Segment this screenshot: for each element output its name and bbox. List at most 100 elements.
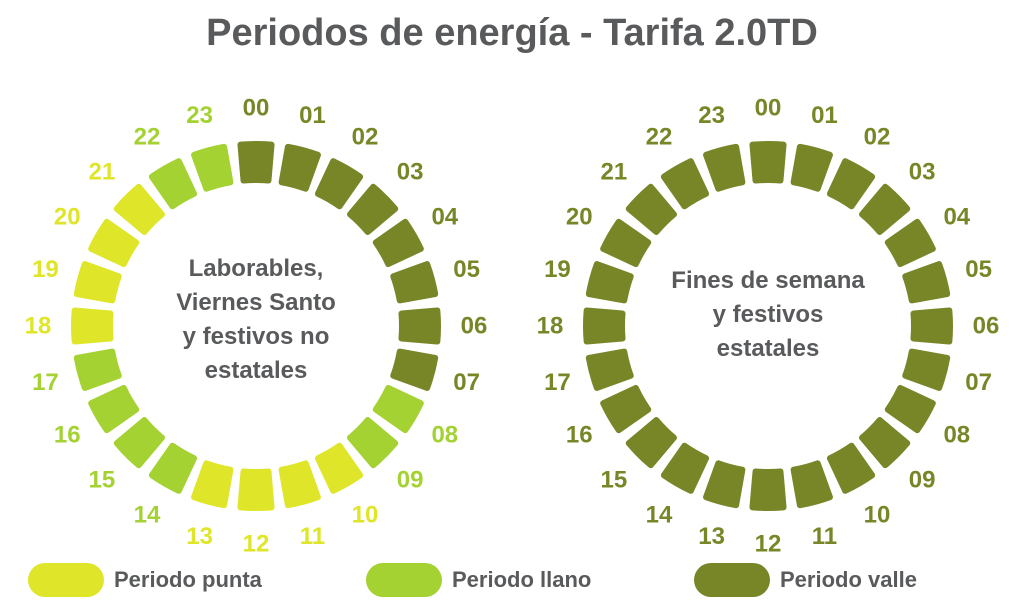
hour-segment-02 xyxy=(826,158,876,210)
hour-segment-19 xyxy=(585,261,634,304)
hour-segment-19 xyxy=(73,261,122,304)
hour-label-20: 20 xyxy=(566,204,593,231)
hour-segment-01 xyxy=(278,143,321,192)
hour-label-11: 11 xyxy=(300,523,325,550)
clock-ring-weekdays: 00 01 02 03 04 05 06 07 08 09 10 11 12 13 14 15 16 17 18 19… xyxy=(25,95,488,558)
hour-label-05: 05 xyxy=(965,256,992,283)
hour-label-07: 07 xyxy=(453,369,480,396)
hour-label-06: 06 xyxy=(973,313,1000,340)
hour-label-11: 11 xyxy=(812,523,837,550)
hour-segment-00 xyxy=(749,141,787,184)
hour-segment-07 xyxy=(390,348,439,391)
hour-label-00: 00 xyxy=(755,95,782,122)
hour-segment-06 xyxy=(398,307,441,345)
legend-label-punta: Periodo punta xyxy=(114,567,262,592)
hour-segment-11 xyxy=(278,460,321,509)
clock-label-weekends: Fines de semana y festivos estatales xyxy=(671,267,865,363)
hour-segment-15 xyxy=(113,417,165,469)
hour-label-15: 15 xyxy=(88,467,115,494)
legend-swatch-valle xyxy=(694,563,770,597)
hour-label-19: 19 xyxy=(544,256,571,283)
hour-segment-16 xyxy=(600,384,652,434)
hour-label-05: 05 xyxy=(453,256,480,283)
hour-label-09: 09 xyxy=(397,467,424,494)
clock-weekends: 00 01 02 03 04 05 06 07 08 09 10 11 12 13 14 15 16 17 18 19… xyxy=(512,60,1024,570)
hour-segment-12 xyxy=(749,468,787,511)
hour-segment-15 xyxy=(625,417,677,469)
hour-segment-08 xyxy=(372,384,424,434)
hour-segment-22 xyxy=(660,158,710,210)
hour-label-22: 22 xyxy=(134,124,161,151)
hour-label-17: 17 xyxy=(544,369,571,396)
hour-segment-04 xyxy=(884,218,936,268)
hour-segment-23 xyxy=(191,143,234,192)
hour-label-21: 21 xyxy=(88,158,115,185)
hour-segment-04 xyxy=(372,218,424,268)
hour-segment-02 xyxy=(314,158,364,210)
hour-segment-10 xyxy=(314,442,364,494)
hour-label-19: 19 xyxy=(32,256,59,283)
hour-label-02: 02 xyxy=(352,124,379,151)
hour-segment-09 xyxy=(347,417,399,469)
hour-segment-21 xyxy=(113,183,165,235)
hour-segment-18 xyxy=(583,307,626,345)
hour-segment-07 xyxy=(902,348,951,391)
hour-label-04: 04 xyxy=(943,204,970,231)
hour-label-18: 18 xyxy=(25,313,52,340)
clock-label-weekdays: Laborables, Viernes Santo y festivos no … xyxy=(176,255,336,385)
hour-segment-14 xyxy=(660,442,710,494)
hour-segment-20 xyxy=(600,218,652,268)
hour-label-10: 10 xyxy=(352,501,379,528)
legend: Periodo punta Periodo llano Periodo vall… xyxy=(0,560,1024,600)
clock-weekdays: 00 01 02 03 04 05 06 07 08 09 10 11 12 13 14 15 16 17 18 19… xyxy=(0,60,512,570)
hour-label-07: 07 xyxy=(965,369,992,396)
hour-label-01: 01 xyxy=(811,102,838,129)
hour-label-03: 03 xyxy=(397,158,424,185)
legend-label-llano: Periodo llano xyxy=(452,567,592,592)
hour-label-13: 13 xyxy=(186,523,213,550)
hour-label-02: 02 xyxy=(864,124,891,151)
hour-label-00: 00 xyxy=(243,95,270,122)
hour-segment-14 xyxy=(148,442,198,494)
hour-label-14: 14 xyxy=(134,501,161,528)
hour-label-18: 18 xyxy=(537,313,564,340)
hour-segment-03 xyxy=(859,183,911,235)
hour-segment-17 xyxy=(585,348,634,391)
hour-label-04: 04 xyxy=(431,204,458,231)
hour-segment-01 xyxy=(790,143,833,192)
hour-segment-23 xyxy=(703,143,746,192)
hour-segment-13 xyxy=(703,460,746,509)
hour-segment-10 xyxy=(826,442,876,494)
hour-label-23: 23 xyxy=(698,102,725,129)
hour-label-06: 06 xyxy=(461,313,488,340)
hour-segment-22 xyxy=(148,158,198,210)
hour-label-13: 13 xyxy=(698,523,725,550)
legend-swatch-llano xyxy=(366,563,442,597)
hour-label-10: 10 xyxy=(864,501,891,528)
hour-label-08: 08 xyxy=(431,422,458,449)
hour-segment-11 xyxy=(790,460,833,509)
diagram-title: Periodos de energía - Tarifa 2.0TD xyxy=(206,12,818,54)
hour-segment-12 xyxy=(237,468,275,511)
hour-label-22: 22 xyxy=(646,124,673,151)
hour-label-20: 20 xyxy=(54,204,81,231)
hour-segment-17 xyxy=(73,348,122,391)
legend-item-punta: Periodo punta xyxy=(28,560,262,600)
legend-item-llano: Periodo llano xyxy=(366,560,591,600)
hour-label-17: 17 xyxy=(32,369,59,396)
hour-label-12: 12 xyxy=(243,531,270,558)
hour-label-14: 14 xyxy=(646,501,673,528)
hour-segment-05 xyxy=(390,261,439,304)
clock-ring-weekends: 00 01 02 03 04 05 06 07 08 09 10 11 12 13 14 15 16 17 18 19… xyxy=(537,95,1000,558)
hour-label-15: 15 xyxy=(600,467,627,494)
hour-segment-09 xyxy=(859,417,911,469)
hour-label-16: 16 xyxy=(566,422,593,449)
hour-segment-16 xyxy=(88,384,140,434)
legend-label-valle: Periodo valle xyxy=(780,567,917,592)
hour-label-03: 03 xyxy=(909,158,936,185)
hour-label-23: 23 xyxy=(186,102,213,129)
hour-label-09: 09 xyxy=(909,467,936,494)
hour-segment-20 xyxy=(88,218,140,268)
hour-label-01: 01 xyxy=(299,102,326,129)
hour-segment-13 xyxy=(191,460,234,509)
